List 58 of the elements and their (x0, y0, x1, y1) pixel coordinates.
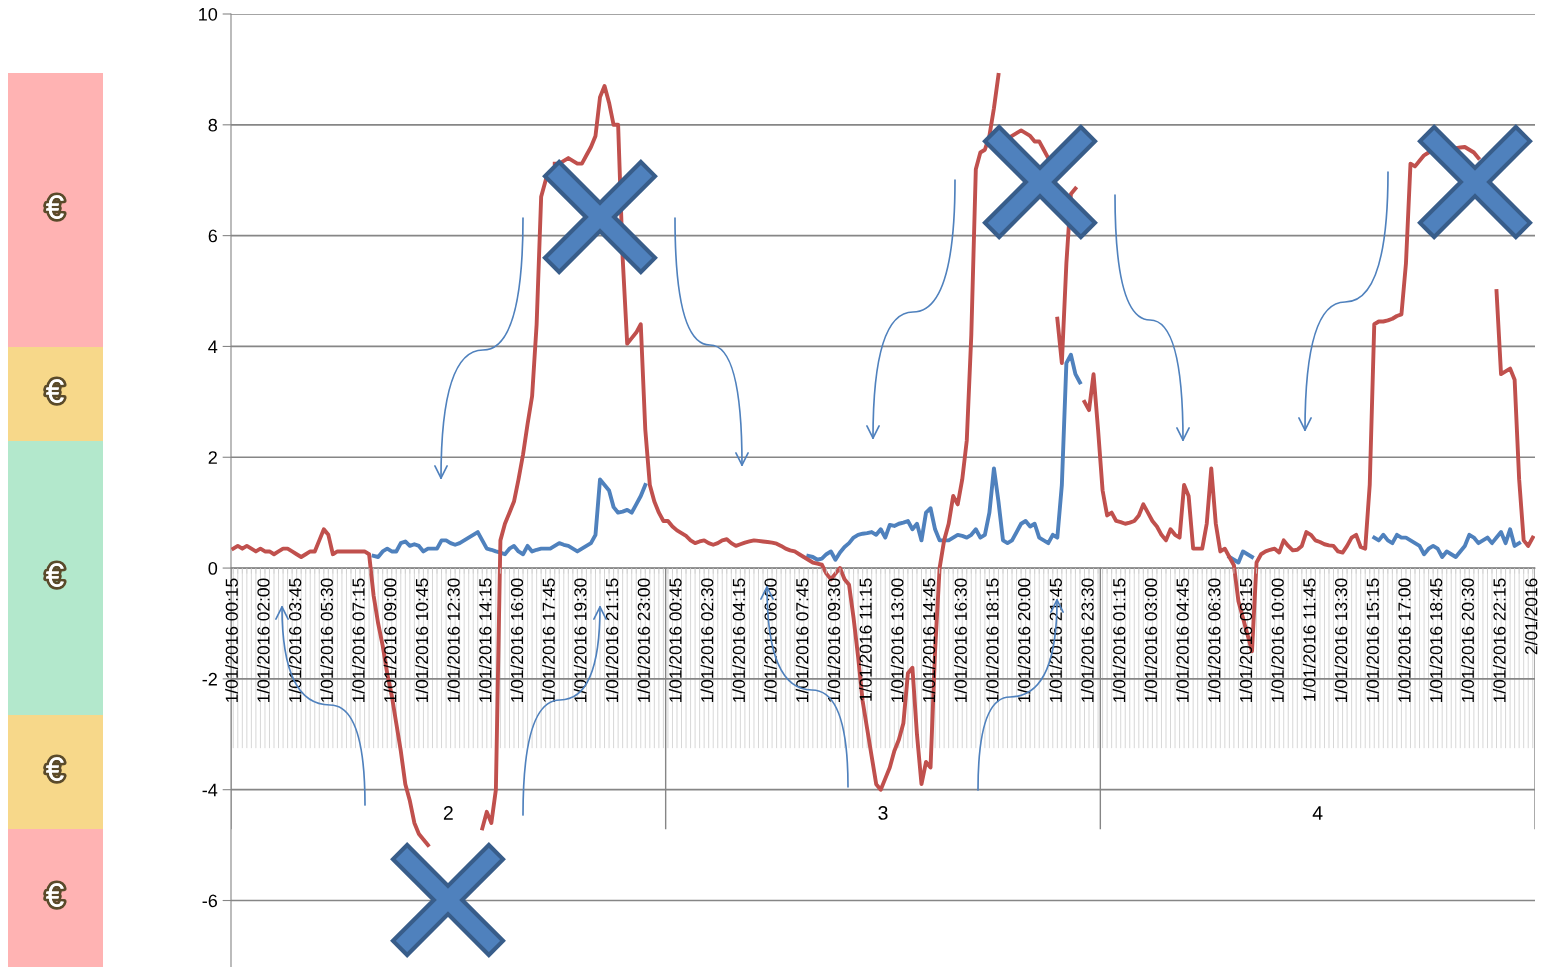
y-tick-label: 8 (208, 118, 218, 132)
x-tick-label: 2/01/2016 (1524, 578, 1538, 655)
x-tick-label: 1/01/2016 09:00 (383, 578, 397, 702)
x-tick-label: 1/01/2016 18:45 (1429, 578, 1443, 702)
x-tick-label: 1/01/2016 11:45 (1302, 578, 1316, 701)
x-tick-label: 1/01/2016 00:45 (668, 578, 682, 702)
x-tick-label: 1/01/2016 20:00 (1017, 578, 1031, 702)
y-tick-label: 10 (199, 7, 218, 21)
x-tick-label: 1/01/2016 09:30 (827, 578, 841, 702)
x-tick-label: 1/01/2016 02:00 (256, 578, 270, 702)
x-tick-label: 1/01/2016 20:30 (1461, 578, 1475, 702)
y-tick-label: -4 (202, 783, 218, 797)
x-tick-label: 1/01/2016 15:15 (1366, 578, 1379, 702)
y-tick-label: -2 (202, 672, 217, 686)
y-tick-label: 4 (208, 340, 218, 353)
x-tick-label: 1/01/2016 18:15 (985, 578, 999, 702)
annotation: 3 (878, 806, 888, 820)
x-tick-label: 1/01/2016 04:45 (1176, 578, 1189, 702)
x-tick-label: 1/01/2016 10:45 (415, 578, 429, 702)
x-tick-label: 1/01/2016 14:15 (478, 578, 492, 702)
x-tick-label: 1/01/2016 12:30 (447, 578, 460, 702)
x-tick-label: 1/01/2016 00:15 (225, 578, 238, 702)
x-tick-label: 1/01/2016 02:30 (700, 578, 714, 702)
x-tick-label: 1/01/2016 22:15 (1492, 578, 1506, 702)
text: € (45, 757, 64, 781)
annotation: 2 (443, 806, 453, 820)
y-tick-label: -6 (202, 894, 218, 908)
x-tick-label: 1/01/2016 07:15 (351, 578, 365, 702)
x-tick-label: 1/01/2016 11:15 (859, 578, 872, 701)
x-tick-label: 1/01/2016 01:15 (1112, 578, 1126, 702)
x-tick-label: 1/01/2016 10:00 (1271, 578, 1284, 702)
y-tick-label: 6 (208, 229, 218, 243)
x-tick-label: 1/01/2016 23:00 (637, 578, 650, 702)
x-tick-label: 1/01/2016 23:30 (1080, 578, 1094, 702)
x-tick-label: 1/01/2016 08:15 (1239, 578, 1253, 702)
x-tick-label: 1/01/2016 06:00 (763, 578, 777, 702)
x-tick-label: 1/01/2016 06:30 (1207, 578, 1221, 702)
x-tick-label: 1/01/2016 05:30 (320, 578, 334, 702)
x-tick-label: 1/01/2016 07:45 (795, 578, 809, 702)
x-tick-label: 1/01/2016 03:00 (1144, 578, 1158, 702)
y-tick-label: 2 (208, 451, 217, 464)
x-tick-label: 1/01/2016 16:00 (510, 578, 524, 702)
x-tick-label: 1/01/2016 16:30 (954, 578, 967, 702)
x-tick-label: 1/01/2016 19:30 (573, 578, 587, 702)
text: € (45, 563, 64, 587)
text: € (45, 195, 64, 219)
x-tick-label: 1/01/2016 13:30 (1334, 578, 1348, 702)
x-tick-label: 1/01/2016 04:15 (732, 578, 746, 702)
text: € (45, 379, 64, 403)
x-tick-label: 1/01/2016 03:45 (288, 578, 302, 702)
x-tick-label: 1/01/2016 17:00 (1397, 578, 1411, 702)
x-tick-label: 1/01/2016 17:45 (542, 578, 555, 702)
text: € (45, 883, 64, 907)
x-tick-label: 1/01/2016 14:45 (922, 578, 936, 702)
x-tick-label: 1/01/2016 21:15 (605, 578, 619, 702)
x-tick-label: 1/01/2016 13:00 (890, 578, 904, 702)
y-tick-label: 0 (208, 562, 218, 575)
annotation: 4 (1312, 806, 1323, 820)
